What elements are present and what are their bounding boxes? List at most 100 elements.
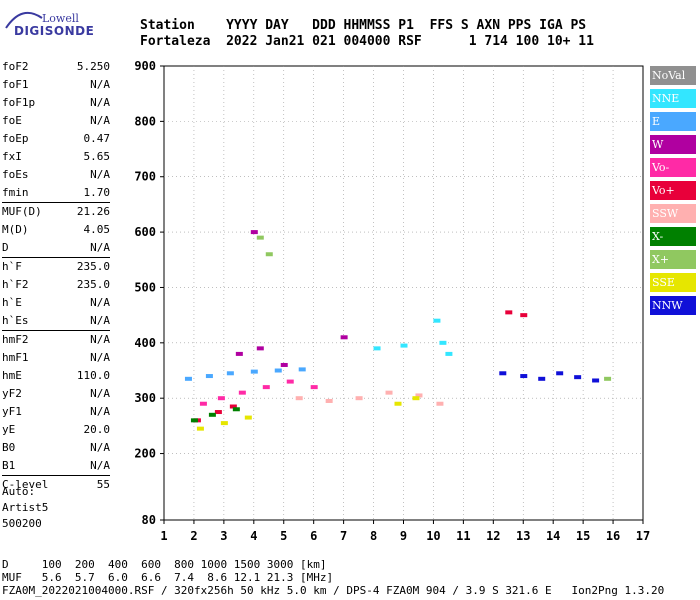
param-row: yF1 N/A bbox=[2, 403, 110, 421]
echo-point bbox=[412, 396, 420, 401]
param-label: C-level bbox=[2, 478, 49, 491]
echo-point bbox=[274, 368, 282, 373]
echo-point bbox=[520, 313, 528, 318]
param-label: foE bbox=[2, 114, 22, 127]
param-value: 235.0 bbox=[76, 278, 110, 291]
echo-point bbox=[232, 407, 240, 412]
footer-file-info: FZA0M_2022021004000.RSF / 320fx256h 50 k… bbox=[2, 584, 665, 597]
footer-muf: MUF 5.6 5.7 6.0 6.6 7.4 8.6 12.1 21.3 [M… bbox=[2, 571, 334, 584]
param-value: 110.0 bbox=[76, 369, 110, 382]
param-value: 21.26 bbox=[76, 205, 110, 218]
y-tick-label: 500 bbox=[134, 280, 156, 294]
echo-point bbox=[520, 374, 528, 379]
param-label: B0 bbox=[2, 441, 16, 454]
echo-point bbox=[592, 378, 600, 383]
footer-distance: D 100 200 400 600 800 1000 1500 3000 [km… bbox=[2, 558, 327, 571]
echo-point bbox=[235, 351, 243, 356]
echo-point bbox=[250, 230, 258, 235]
param-row: h`F 235.0 bbox=[2, 258, 110, 276]
x-tick-label: 13 bbox=[516, 529, 530, 543]
x-tick-label: 12 bbox=[486, 529, 500, 543]
echo-point bbox=[250, 369, 258, 374]
echo-point bbox=[394, 401, 402, 406]
echo-point bbox=[229, 404, 237, 409]
echo-point bbox=[196, 426, 204, 431]
param-value: N/A bbox=[90, 96, 110, 109]
param-value: 55 bbox=[96, 478, 110, 491]
echo-point bbox=[439, 340, 447, 345]
echo-point bbox=[556, 371, 564, 376]
param-row: B0 N/A bbox=[2, 439, 110, 457]
param-label: foF1 bbox=[2, 78, 29, 91]
param-label: h`Es bbox=[2, 314, 29, 327]
echo-point bbox=[400, 343, 408, 348]
echo-point bbox=[415, 393, 423, 398]
param-value: 0.47 bbox=[83, 132, 111, 145]
param-row: foE N/A bbox=[2, 112, 110, 130]
param-value: N/A bbox=[90, 78, 110, 91]
y-tick-label: 800 bbox=[134, 114, 156, 128]
x-tick-label: 2 bbox=[190, 529, 197, 543]
echo-point bbox=[256, 346, 264, 351]
echo-point bbox=[265, 252, 273, 257]
param-label: h`F2 bbox=[2, 278, 29, 291]
param-row: foF1 N/A bbox=[2, 76, 110, 94]
param-value: N/A bbox=[90, 459, 110, 472]
y-tick-label: 600 bbox=[134, 225, 156, 239]
echo-point bbox=[256, 235, 264, 240]
echo-point bbox=[310, 385, 318, 390]
param-row: fxI 5.65 bbox=[2, 148, 110, 166]
echo-point bbox=[499, 371, 507, 376]
station-header: Station YYYY DAY DDD HHMMSS P1 FFS S AXN… bbox=[140, 18, 594, 50]
param-label: h`F bbox=[2, 260, 22, 273]
echo-point bbox=[286, 379, 294, 384]
echo-point bbox=[238, 390, 246, 395]
echo-point bbox=[208, 412, 216, 417]
x-tick-label: 7 bbox=[340, 529, 347, 543]
param-label: hmE bbox=[2, 369, 22, 382]
param-label: yF1 bbox=[2, 405, 22, 418]
echo-point bbox=[445, 351, 453, 356]
param-row: hmF2 N/A bbox=[2, 331, 110, 349]
x-tick-label: 5 bbox=[280, 529, 287, 543]
param-label: h`E bbox=[2, 296, 22, 309]
legend-item: Vo- bbox=[650, 158, 696, 177]
autoscaling-info: Auto: Artist5 500200 bbox=[2, 484, 48, 532]
echo-point bbox=[355, 396, 363, 401]
param-separator bbox=[2, 257, 110, 258]
y-tick-label: 200 bbox=[134, 447, 156, 461]
param-row: D N/A bbox=[2, 239, 110, 257]
echo-point bbox=[184, 376, 192, 381]
y-tick-label: 700 bbox=[134, 170, 156, 184]
y-tick-label: 900 bbox=[134, 59, 156, 73]
echo-point bbox=[244, 415, 252, 420]
x-tick-label: 17 bbox=[636, 529, 650, 543]
param-row: h`Es N/A bbox=[2, 312, 110, 330]
param-row: h`F2 235.0 bbox=[2, 276, 110, 294]
param-value: N/A bbox=[90, 296, 110, 309]
footer: D 100 200 400 600 800 1000 1500 3000 [km… bbox=[2, 558, 664, 597]
param-row: foF1p N/A bbox=[2, 94, 110, 112]
param-value: N/A bbox=[90, 168, 110, 181]
param-value: N/A bbox=[90, 351, 110, 364]
legend-item: SSE bbox=[650, 273, 696, 292]
echo-point bbox=[373, 346, 381, 351]
param-row: B1 N/A bbox=[2, 457, 110, 475]
legend-item: NNW bbox=[650, 296, 696, 315]
param-row: foEs N/A bbox=[2, 166, 110, 184]
param-label: M(D) bbox=[2, 223, 29, 236]
scaled-parameters: foF2 5.250 foF1 N/A foF1p N/A foE N/A foEp 0.47 fx… bbox=[2, 58, 110, 494]
param-label: yF2 bbox=[2, 387, 22, 400]
echo-point bbox=[262, 385, 270, 390]
legend-item: Vo+ bbox=[650, 181, 696, 200]
param-label: yE bbox=[2, 423, 16, 436]
param-row: fmin 1.70 bbox=[2, 184, 110, 202]
param-value: N/A bbox=[90, 387, 110, 400]
param-row: h`E N/A bbox=[2, 294, 110, 312]
header-labels: Station YYYY DAY DDD HHMMSS P1 FFS S AXN… bbox=[140, 18, 587, 33]
param-label: foF1p bbox=[2, 96, 36, 109]
param-value: 235.0 bbox=[76, 260, 110, 273]
x-tick-label: 8 bbox=[370, 529, 377, 543]
param-value: 5.65 bbox=[83, 150, 111, 163]
